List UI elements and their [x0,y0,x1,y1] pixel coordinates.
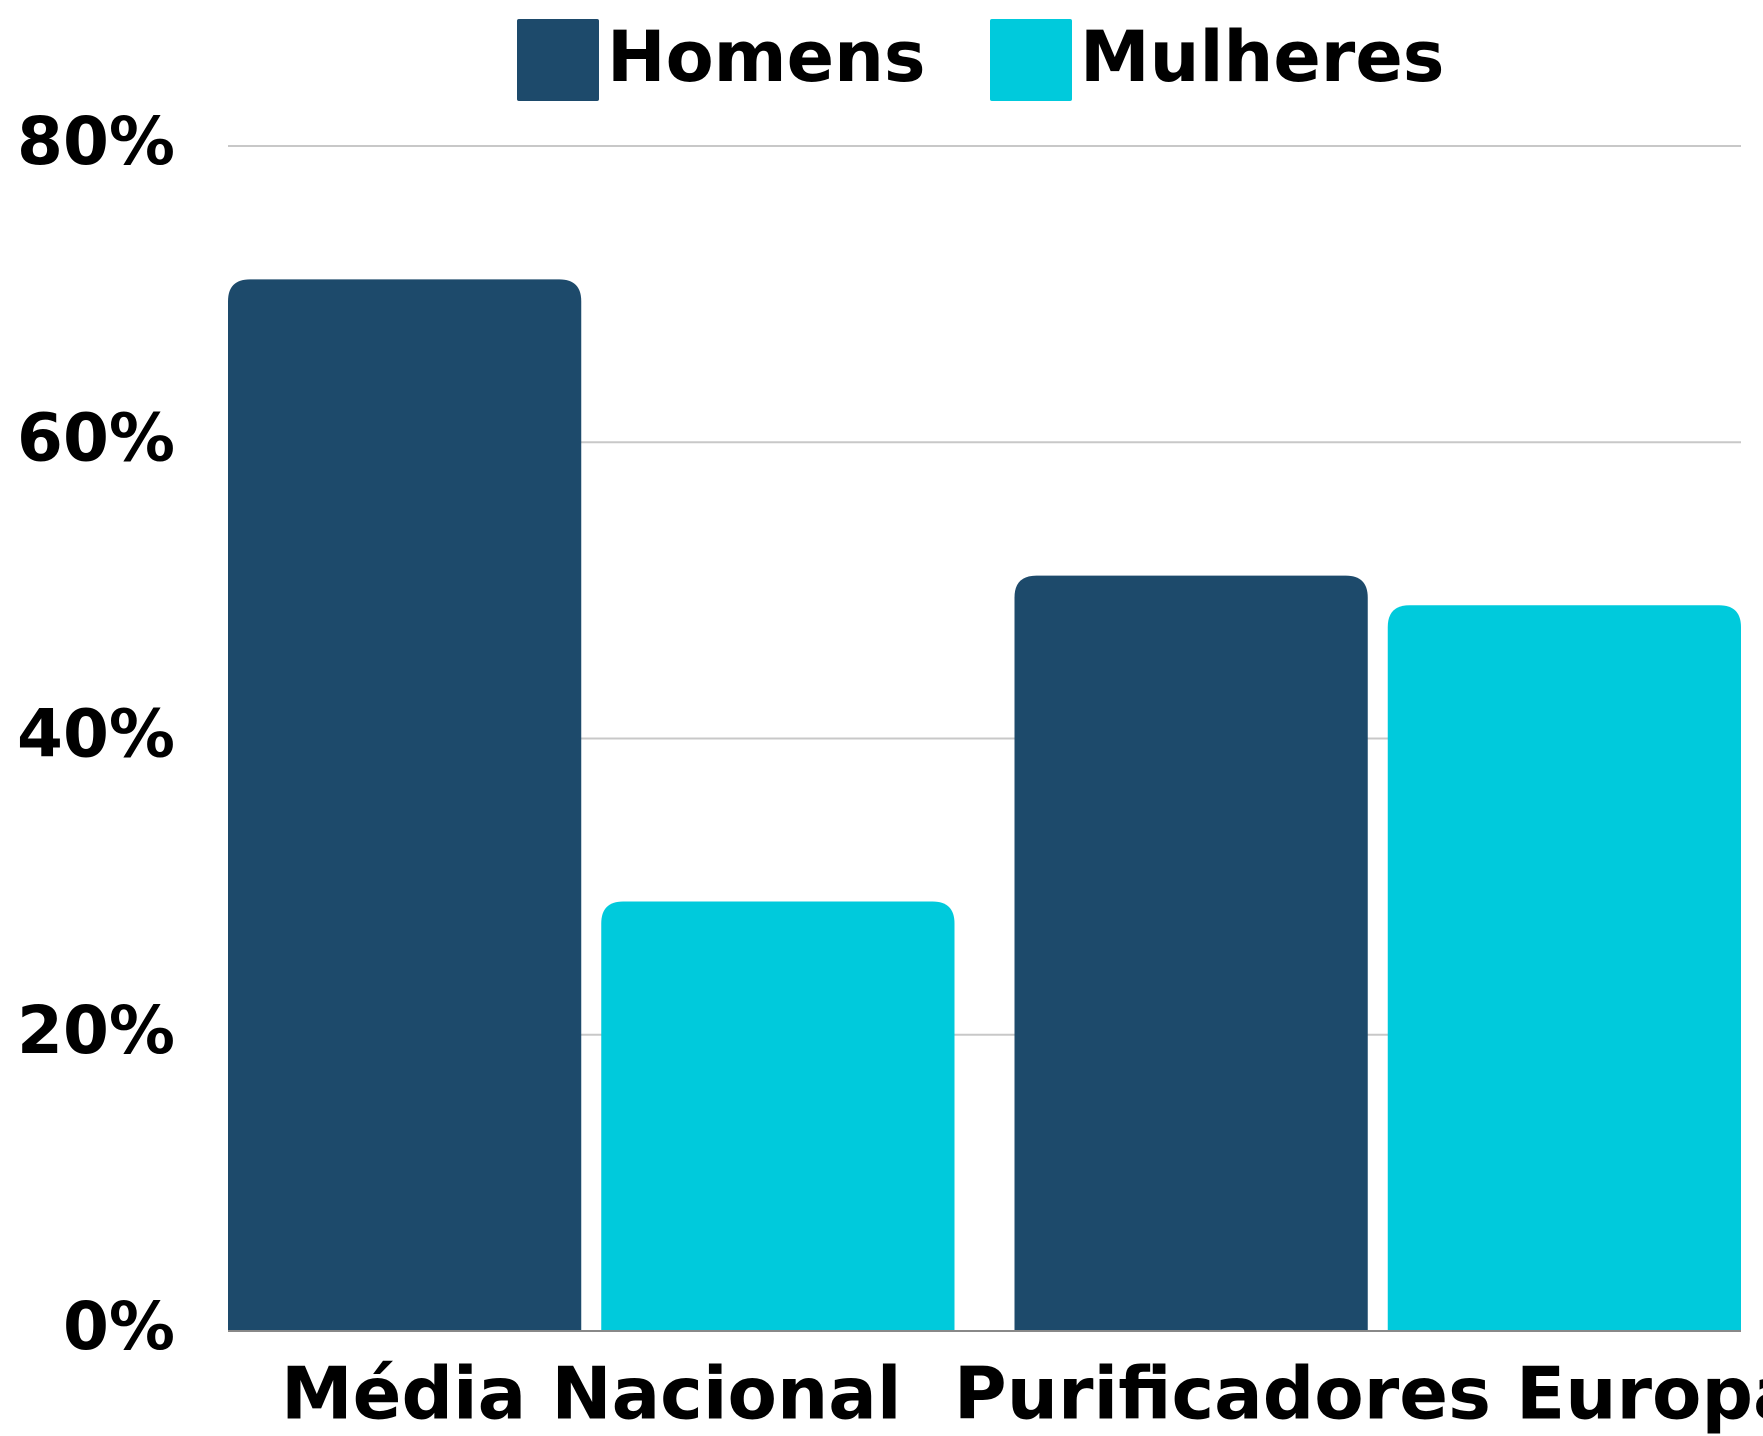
legend-swatch [990,19,1072,101]
y-tick-label: 40% [17,696,175,773]
bar [228,279,582,1331]
y-tick-label: 0% [63,1288,175,1365]
y-tick-label: 80% [17,103,175,180]
legend-label: Homens [607,16,926,98]
y-tick-label: 60% [17,399,175,476]
bar [1014,575,1368,1331]
x-tick-label: Purificadores Europa [954,1352,1763,1436]
bar [1387,605,1741,1331]
x-tick-label: Média Nacional [281,1352,902,1436]
legend-label: Mulheres [1080,16,1444,98]
legend-swatch [517,19,599,101]
y-tick-label: 20% [17,992,175,1069]
bar [601,901,955,1331]
